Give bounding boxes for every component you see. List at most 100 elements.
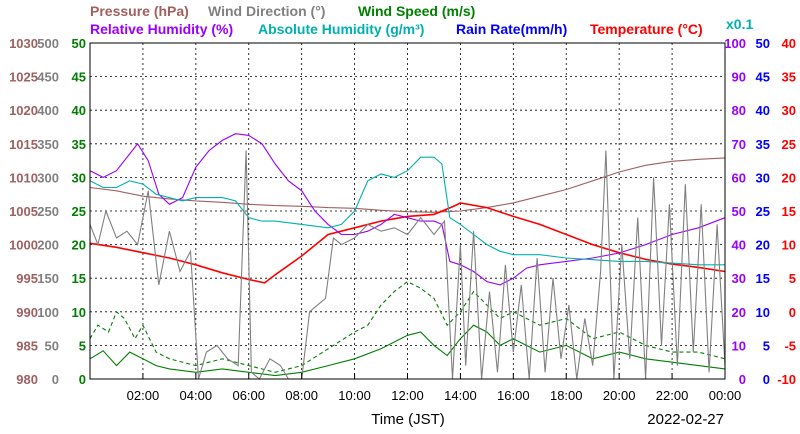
- y-tick-label-rain: 50: [756, 36, 770, 51]
- y-tick-label-wind-direction: 450: [37, 70, 59, 85]
- y-tick-label-wind-direction: 350: [37, 137, 59, 152]
- series-line-absolute-humidity: [89, 156, 725, 266]
- y-tick-label-temperature: 35: [782, 70, 796, 85]
- y-tick-label-wind-speed: 0: [79, 372, 86, 387]
- x-tick-label: 04:00: [180, 388, 213, 403]
- y-tick-label-wind-speed: 40: [72, 103, 86, 118]
- y-tick-label-rain: 40: [756, 103, 770, 118]
- y-tick-label-pressure: 1020: [9, 103, 38, 118]
- legend-temperature: Temperature (°C): [590, 21, 703, 37]
- x-tick-label: 02:00: [127, 388, 160, 403]
- x-tick-label: 14:00: [444, 388, 477, 403]
- y-tick-label-humidity: 30: [732, 271, 746, 286]
- y-tick-label-pressure: 990: [16, 305, 38, 320]
- plot-series: [89, 133, 726, 380]
- y-tick-label-pressure: 1030: [9, 36, 38, 51]
- y-tick-label-rain: 20: [756, 238, 770, 253]
- y-tick-label-pressure: 1000: [9, 238, 38, 253]
- y-tick-label-temperature: 30: [782, 103, 796, 118]
- y-tick-label-pressure: 985: [16, 338, 38, 353]
- y-tick-label-humidity: 0: [739, 372, 746, 387]
- y-tick-label-temperature: 15: [782, 204, 796, 219]
- y-tick-label-humidity: 50: [732, 204, 746, 219]
- legend-pressure: Pressure (hPa): [90, 3, 189, 19]
- y-tick-label-rain: 35: [756, 137, 770, 152]
- y-axes: 9809859909951000100510101015102010251030…: [9, 36, 796, 387]
- y-tick-label-rain: 5: [763, 338, 770, 353]
- y-tick-label-humidity: 60: [732, 170, 746, 185]
- y-tick-label-rain: 0: [763, 372, 770, 387]
- y-tick-label-pressure: 1005: [9, 204, 38, 219]
- series-line-wind-direction: [89, 150, 726, 380]
- y-tick-label-humidity: 10: [732, 338, 746, 353]
- y-tick-label-wind-direction: 150: [37, 271, 59, 286]
- y-tick-label-rain: 30: [756, 170, 770, 185]
- y-tick-label-temperature: 0: [789, 305, 796, 320]
- y-tick-label-wind-speed: 45: [72, 70, 86, 85]
- y-tick-label-wind-direction: 400: [37, 103, 59, 118]
- x-tick-label: 12:00: [391, 388, 424, 403]
- series-line-temperature: [89, 202, 726, 284]
- y-tick-label-humidity: 20: [732, 305, 746, 320]
- y-tick-label-wind-direction: 300: [37, 170, 59, 185]
- y-tick-label-wind-direction: 250: [37, 204, 59, 219]
- y-tick-label-wind-direction: 500: [37, 36, 59, 51]
- y-tick-label-pressure: 1010: [9, 170, 38, 185]
- y-tick-label-rain: 25: [756, 204, 770, 219]
- y-tick-label-pressure: 995: [16, 271, 38, 286]
- y-tick-label-wind-direction: 0: [52, 372, 59, 387]
- legend-scale-note: x0.1: [726, 16, 753, 32]
- legend-wind-speed: Wind Speed (m/s): [358, 3, 475, 19]
- x-tick-label: 10:00: [338, 388, 371, 403]
- x-tick-label: 00:00: [709, 388, 742, 403]
- y-tick-label-humidity: 90: [732, 70, 746, 85]
- legend-relative-humidity: Relative Humidity (%): [90, 21, 233, 37]
- x-tick-label: 06:00: [232, 388, 265, 403]
- y-tick-label-rain: 10: [756, 305, 770, 320]
- y-tick-label-wind-direction: 100: [37, 305, 59, 320]
- date-label: 2022-02-27: [647, 411, 724, 428]
- y-tick-label-pressure: 1015: [9, 137, 38, 152]
- y-tick-label-wind-speed: 25: [72, 204, 86, 219]
- y-tick-label-humidity: 40: [732, 238, 746, 253]
- plot-grid: [90, 43, 725, 379]
- y-tick-label-wind-direction: 200: [37, 238, 59, 253]
- y-tick-label-pressure: 980: [16, 372, 38, 387]
- y-tick-label-wind-speed: 20: [72, 238, 86, 253]
- y-tick-label-wind-speed: 5: [79, 338, 86, 353]
- legend-absolute-humidity: Absolute Humidity (g/m³): [258, 21, 424, 37]
- y-tick-label-humidity: 70: [732, 137, 746, 152]
- y-tick-label-rain: 15: [756, 271, 770, 286]
- series-line-wind-speed-avg: [89, 324, 726, 377]
- x-tick-label: 20:00: [603, 388, 636, 403]
- y-tick-label-temperature: -10: [777, 372, 796, 387]
- y-tick-label-pressure: 1025: [9, 70, 38, 85]
- y-tick-label-temperature: 10: [782, 238, 796, 253]
- y-tick-label-wind-speed: 10: [72, 305, 86, 320]
- x-axis: 02:00 04:00 06:00 08:00 10:00 12:00 14:00 16:00…: [127, 373, 742, 403]
- y-tick-label-temperature: -5: [784, 338, 796, 353]
- x-axis-label: Time (JST): [371, 411, 445, 428]
- y-tick-label-wind-speed: 35: [72, 137, 86, 152]
- legend-wind-direction: Wind Direction (°): [208, 3, 325, 19]
- header-row-2: Relative Humidity (%) Absolute Humidity …: [90, 16, 753, 37]
- y-tick-label-humidity: 80: [732, 103, 746, 118]
- y-tick-label-wind-direction: 50: [45, 338, 59, 353]
- y-tick-label-temperature: 5: [789, 271, 796, 286]
- y-tick-label-wind-speed: 15: [72, 271, 86, 286]
- y-tick-label-wind-speed: 30: [72, 170, 86, 185]
- y-tick-label-temperature: 25: [782, 137, 796, 152]
- x-tick-label: 08:00: [285, 388, 318, 403]
- y-tick-label-temperature: 20: [782, 170, 796, 185]
- y-tick-label-rain: 45: [756, 70, 770, 85]
- legend-rain-rate: Rain Rate(mm/h): [456, 21, 567, 37]
- x-tick-label: 22:00: [656, 388, 689, 403]
- x-tick-label: 16:00: [497, 388, 530, 403]
- series-line-pressure: [89, 157, 726, 213]
- x-tick-label: 18:00: [550, 388, 583, 403]
- y-tick-label-humidity: 100: [724, 36, 746, 51]
- header-row-1: Pressure (hPa) Wind Direction (°) Wind S…: [90, 3, 475, 19]
- y-tick-label-temperature: 40: [782, 36, 796, 51]
- y-tick-label-wind-speed: 50: [72, 36, 86, 51]
